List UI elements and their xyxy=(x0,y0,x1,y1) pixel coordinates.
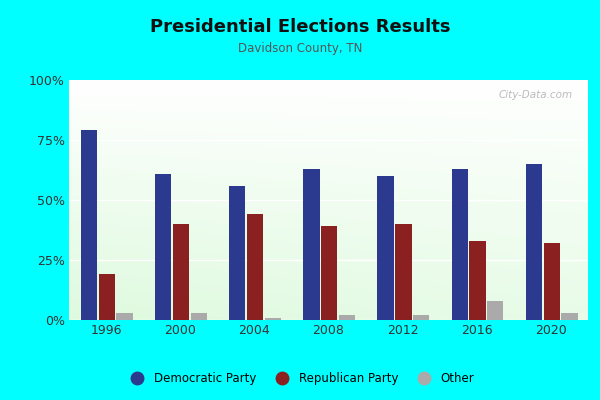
Bar xyxy=(229,186,245,320)
Text: City-Data.com: City-Data.com xyxy=(499,90,572,100)
Bar xyxy=(452,169,468,320)
Bar xyxy=(321,226,337,320)
Bar xyxy=(562,313,578,320)
Bar xyxy=(247,214,263,320)
Bar xyxy=(487,301,503,320)
Bar xyxy=(526,164,542,320)
Bar xyxy=(395,224,412,320)
Bar xyxy=(173,224,189,320)
Bar xyxy=(303,169,320,320)
Bar xyxy=(191,313,207,320)
Bar xyxy=(116,313,133,320)
Bar xyxy=(377,176,394,320)
Bar xyxy=(98,274,115,320)
Bar xyxy=(544,243,560,320)
Bar xyxy=(81,130,97,320)
Legend: Democratic Party, Republican Party, Other: Democratic Party, Republican Party, Othe… xyxy=(121,368,479,390)
Text: Davidson County, TN: Davidson County, TN xyxy=(238,42,362,55)
Bar xyxy=(413,315,430,320)
Text: Presidential Elections Results: Presidential Elections Results xyxy=(150,18,450,36)
Bar xyxy=(469,241,485,320)
Bar xyxy=(155,174,172,320)
Bar xyxy=(265,318,281,320)
Bar xyxy=(339,315,355,320)
